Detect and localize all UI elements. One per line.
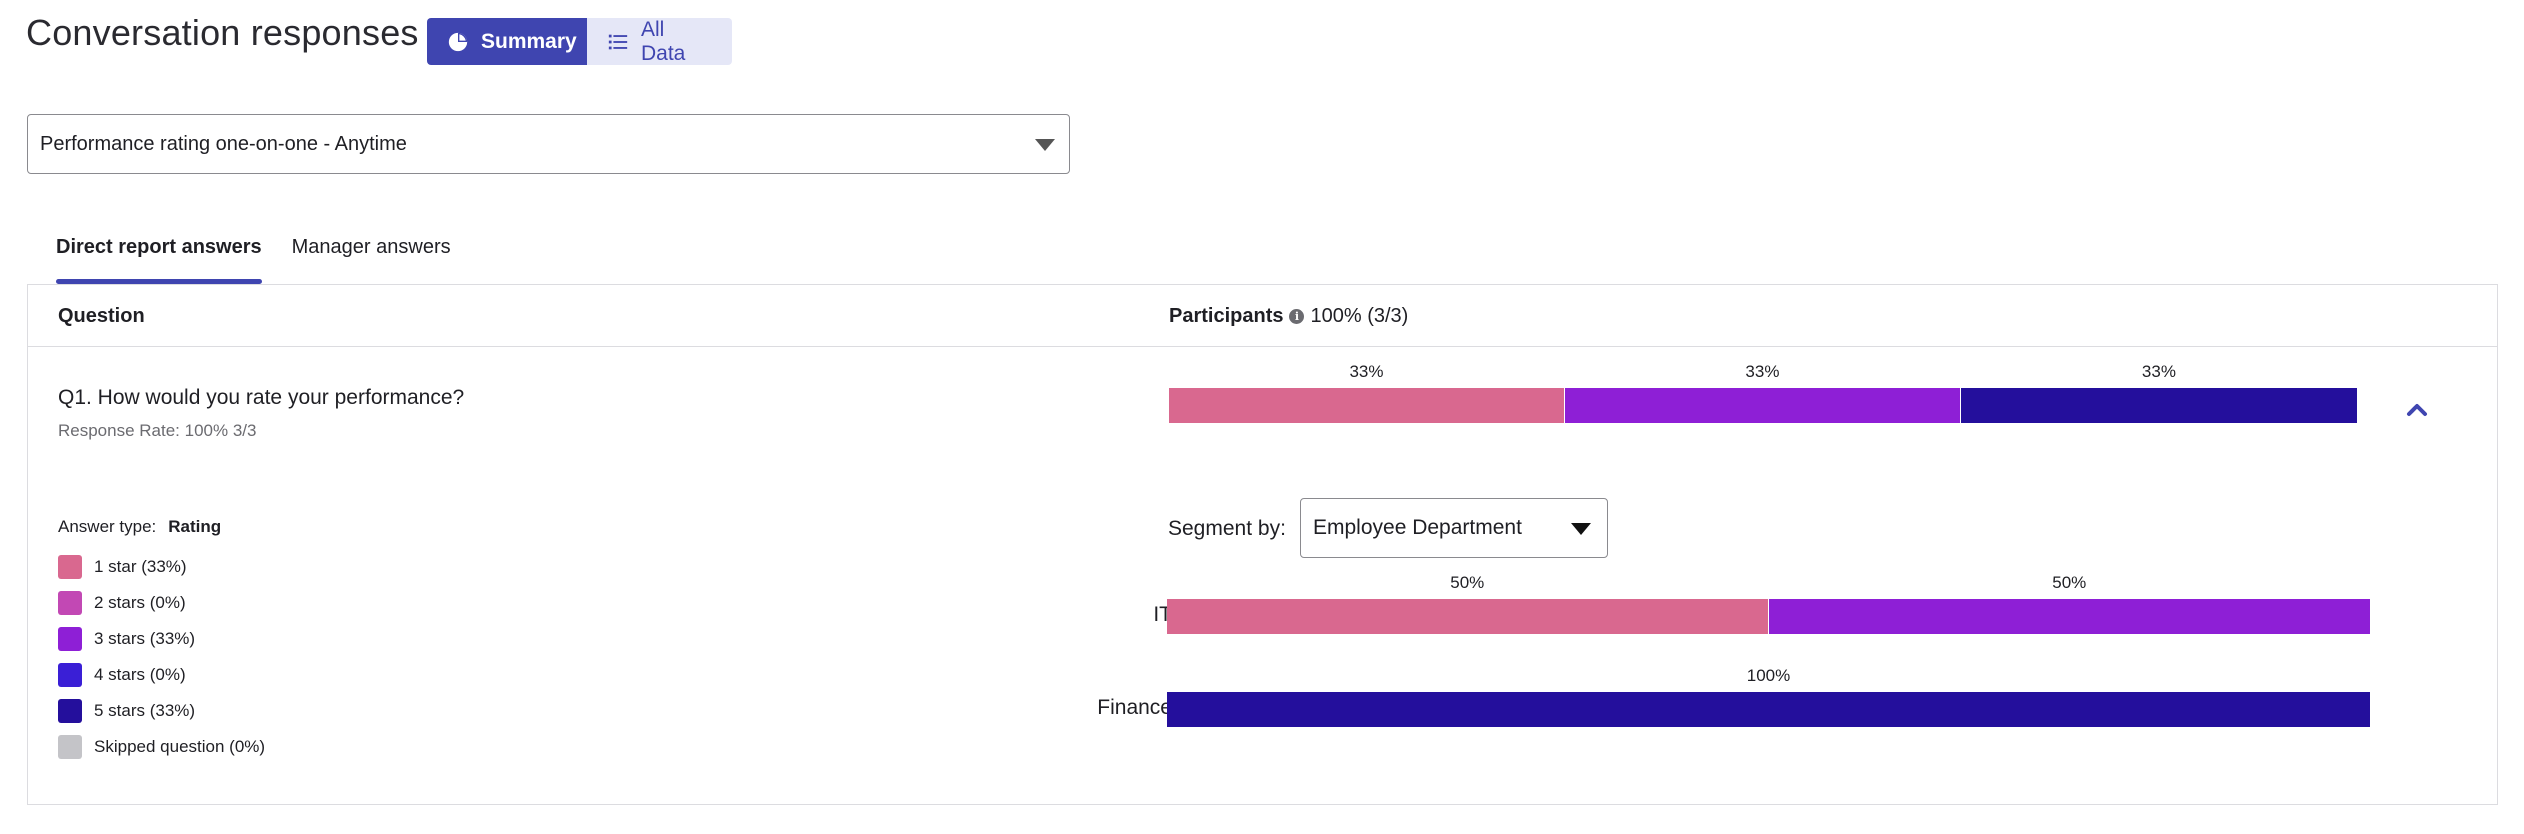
legend-item: 1 star (33%): [58, 549, 265, 585]
overall-stacked-bar: 33% 33% 33%: [1169, 362, 2357, 423]
answer-type-label: Answer type:: [58, 517, 157, 536]
bar-segment[interactable]: 33%: [1169, 362, 1565, 423]
participants-label: Participants: [1169, 305, 1284, 327]
response-rate: Response Rate: 100% 3/3: [58, 421, 257, 440]
all-data-label: All Data: [641, 18, 686, 65]
bar-segment-label: 33%: [1349, 362, 1384, 381]
summary-button[interactable]: Summary: [427, 18, 587, 65]
rating-legend: 1 star (33%) 2 stars (0%) 3 stars (33%) 4 s…: [58, 549, 265, 765]
legend-swatch: [58, 699, 82, 723]
list-icon: [608, 34, 628, 49]
segment-bar-it: 50% 50%: [1167, 573, 2370, 634]
legend-label: 3 stars (33%): [94, 629, 196, 648]
legend-swatch: [58, 591, 82, 615]
info-icon[interactable]: i: [1289, 309, 1305, 324]
view-toggle: Summary All Data: [427, 18, 732, 65]
segment-row-label-it: IT: [1153, 603, 1172, 626]
column-header-participants: Participants i 100% (3/3): [1169, 305, 1408, 328]
responses-table: Question Participants i 100% (3/3) Q1. H…: [27, 284, 2498, 805]
legend-label: 5 stars (33%): [94, 701, 196, 720]
bar-segment-label: 100%: [1746, 666, 1791, 685]
segment-by-label: Segment by:: [1168, 517, 1286, 540]
chevron-up-icon[interactable]: [2402, 395, 2432, 425]
legend-swatch: [58, 555, 82, 579]
summary-label: Summary: [481, 29, 577, 53]
legend-item: 4 stars (0%): [58, 657, 265, 693]
conversation-select-value: Performance rating one-on-one - Anytime: [40, 132, 407, 155]
page-title: Conversation responses: [26, 12, 419, 53]
chevron-down-icon: [1035, 139, 1055, 151]
tab-direct-report-answers[interactable]: Direct report answers: [56, 232, 262, 284]
segment-bar-finance: 100%: [1167, 666, 2370, 727]
legend-label: 2 stars (0%): [94, 593, 186, 612]
segment-row-label-finance: Finance: [1097, 696, 1172, 719]
column-header-question: Question: [58, 305, 145, 327]
bar-segment-label: 50%: [1450, 573, 1485, 592]
bar-segment[interactable]: 33%: [1564, 362, 1961, 423]
answer-type-value: Rating: [168, 517, 222, 536]
bar-segment-label: 33%: [2141, 362, 2176, 381]
participants-value: 100% (3/3): [1310, 305, 1409, 327]
all-data-button[interactable]: All Data: [587, 18, 732, 65]
legend-label: 1 star (33%): [94, 557, 187, 576]
legend-label: 4 stars (0%): [94, 665, 186, 684]
segment-select-value: Employee Department: [1313, 516, 1522, 539]
answer-tabs: Direct report answers Manager answers: [56, 232, 451, 284]
bar-segment[interactable]: 33%: [1960, 362, 2357, 423]
bar-segment[interactable]: 50%: [1167, 573, 1769, 634]
legend-swatch: [58, 627, 82, 651]
tab-manager-answers[interactable]: Manager answers: [291, 236, 451, 258]
bar-segment[interactable]: 100%: [1167, 666, 2370, 727]
legend-item: 2 stars (0%): [58, 585, 265, 621]
legend-item: 5 stars (33%): [58, 693, 265, 729]
bar-segment-label: 50%: [2052, 573, 2087, 592]
legend-item: Skipped question (0%): [58, 729, 265, 765]
legend-swatch: [58, 663, 82, 687]
answer-type: Answer type: Rating: [58, 517, 221, 537]
chevron-down-icon: [1571, 523, 1591, 535]
legend-label: Skipped question (0%): [94, 737, 266, 756]
conversation-select[interactable]: Performance rating one-on-one - Anytime: [27, 114, 1070, 174]
table-header: Question Participants i 100% (3/3): [28, 285, 2497, 347]
legend-swatch: [58, 735, 82, 759]
pie-chart-icon: [448, 32, 468, 51]
question-text: Q1. How would you rate your performance?: [58, 386, 465, 409]
legend-item: 3 stars (33%): [58, 621, 265, 657]
segment-select[interactable]: Employee Department: [1300, 498, 1608, 558]
bar-segment[interactable]: 50%: [1768, 573, 2370, 634]
bar-segment-label: 33%: [1745, 362, 1780, 381]
